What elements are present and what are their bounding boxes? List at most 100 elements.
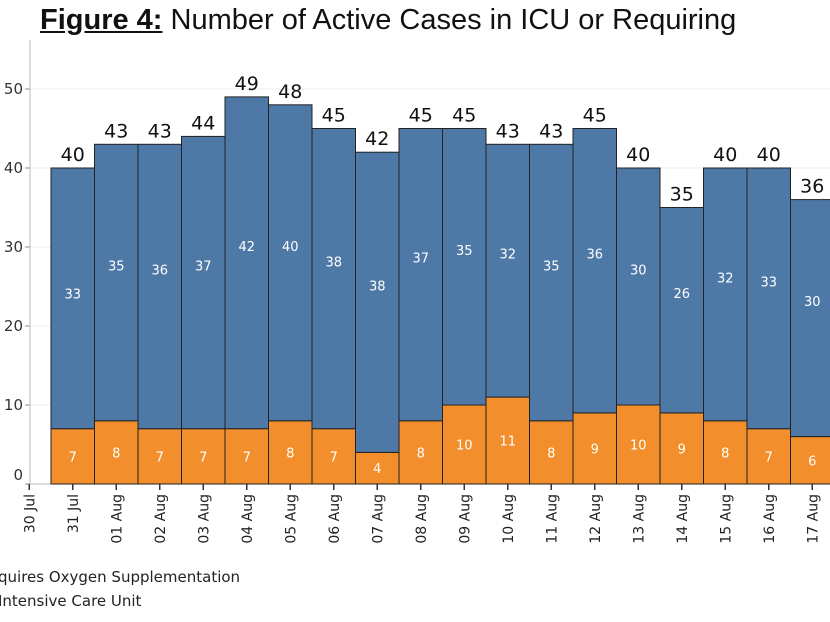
data-label: 8 [417, 446, 425, 461]
total-label: 49 [235, 73, 259, 95]
data-label: 9 [678, 442, 686, 457]
x-tick-label: 01 Aug [109, 494, 125, 544]
data-label: 37 [195, 260, 212, 275]
total-label: 40 [61, 144, 85, 166]
x-tick-label: 12 Aug [588, 494, 604, 544]
total-label: 45 [409, 105, 433, 127]
total-label: 35 [670, 184, 694, 206]
total-label: 40 [626, 144, 650, 166]
data-label: 7 [765, 450, 773, 465]
x-tick-label: 11 Aug [544, 494, 560, 544]
bar-segment-oxygen [529, 143, 574, 422]
bar-segment-oxygen [137, 143, 182, 430]
total-label: 43 [496, 120, 520, 142]
bar-segment-oxygen [572, 128, 617, 414]
bar-segment-oxygen [703, 167, 748, 422]
x-tick-label: 07 Aug [370, 494, 386, 544]
bar-segment-oxygen [659, 207, 704, 414]
data-label: 42 [238, 240, 255, 255]
data-label: 30 [630, 264, 647, 279]
legend-icu: Intensive Care Unit [0, 592, 142, 610]
data-label: 8 [547, 446, 555, 461]
data-label: 11 [499, 435, 516, 450]
data-label: 4 [373, 462, 381, 477]
x-tick-label: 02 Aug [153, 494, 169, 544]
bar-segment-icu [572, 412, 617, 485]
bar-segment-icu [94, 420, 139, 485]
bar-segment-oxygen [268, 104, 313, 422]
data-label: 35 [543, 260, 560, 275]
bar-segment-icu [355, 451, 400, 485]
bar-segment-oxygen [616, 167, 661, 406]
y-tick-label: 50 [4, 80, 23, 98]
x-tick-label: 03 Aug [196, 494, 212, 544]
data-label: 32 [717, 271, 734, 286]
data-label: 6 [808, 454, 816, 469]
chart-title: Figure 4: Number of Active Cases in ICU … [40, 4, 736, 37]
total-label: 40 [757, 144, 781, 166]
x-tick-label: 17 Aug [805, 494, 821, 544]
data-label: 26 [673, 287, 690, 302]
total-label: 48 [278, 81, 302, 103]
total-label: 43 [104, 120, 128, 142]
bar-segment-oxygen [398, 128, 443, 422]
data-label: 35 [108, 260, 125, 275]
total-label: 36 [800, 176, 824, 198]
x-tick-label: 30 Jul [22, 494, 38, 533]
y-tick-label: 10 [4, 396, 23, 414]
figure-number: Figure 4: [40, 4, 163, 36]
data-label: 8 [286, 446, 294, 461]
total-label: 45 [583, 105, 607, 127]
bar-segment-icu [268, 420, 313, 485]
total-label: 40 [713, 144, 737, 166]
total-label: 43 [539, 120, 563, 142]
legend-oxygen: quires Oxygen Supplementation [0, 568, 241, 586]
total-label: 45 [452, 105, 476, 127]
data-label: 38 [369, 279, 386, 294]
total-label: 44 [191, 112, 215, 134]
data-label: 30 [804, 295, 821, 310]
total-label: 45 [322, 105, 346, 127]
y-tick-label: 40 [4, 159, 23, 177]
data-label: 10 [630, 439, 647, 454]
data-label: 7 [156, 450, 164, 465]
bar-segment-icu [311, 428, 356, 485]
data-label: 33 [64, 287, 81, 302]
data-label: 8 [112, 446, 120, 461]
data-label: 40 [282, 240, 299, 255]
data-label: 33 [760, 275, 777, 290]
bar-segment-icu [137, 428, 182, 485]
data-label: 36 [151, 264, 168, 279]
x-tick-label: 15 Aug [718, 494, 734, 544]
data-label: 32 [499, 248, 516, 263]
bar-segment-icu [485, 396, 530, 485]
title-text: Number of Active Cases in ICU or Requiri… [162, 4, 737, 36]
y-tick-label: 0 [13, 466, 23, 484]
x-tick-label: 14 Aug [675, 494, 691, 544]
x-tick-label: 04 Aug [240, 494, 256, 544]
x-tick-label: 16 Aug [762, 494, 778, 544]
bar-segment-oxygen [442, 128, 487, 406]
data-label: 37 [412, 252, 429, 267]
data-label: 35 [456, 244, 473, 259]
bar-segment-icu [398, 420, 443, 485]
data-label: 9 [591, 442, 599, 457]
bar-segment-oxygen [94, 143, 139, 422]
total-label: 43 [148, 120, 172, 142]
data-label: 8 [721, 446, 729, 461]
data-label: 38 [325, 256, 342, 271]
data-label: 7 [330, 450, 338, 465]
bar-segment-oxygen [311, 128, 356, 430]
x-tick-label: 08 Aug [414, 494, 430, 544]
data-label: 7 [243, 450, 251, 465]
data-label: 7 [69, 450, 77, 465]
bar-segment-oxygen [355, 151, 400, 453]
bar-segment-oxygen [224, 96, 269, 430]
x-tick-label: 09 Aug [457, 494, 473, 544]
x-tick-label: 13 Aug [631, 494, 647, 544]
x-tick-label: 06 Aug [327, 494, 343, 544]
bar-segment-icu [659, 412, 704, 485]
x-tick-label: 31 Jul [66, 494, 82, 533]
bar-segment-oxygen [181, 135, 226, 430]
